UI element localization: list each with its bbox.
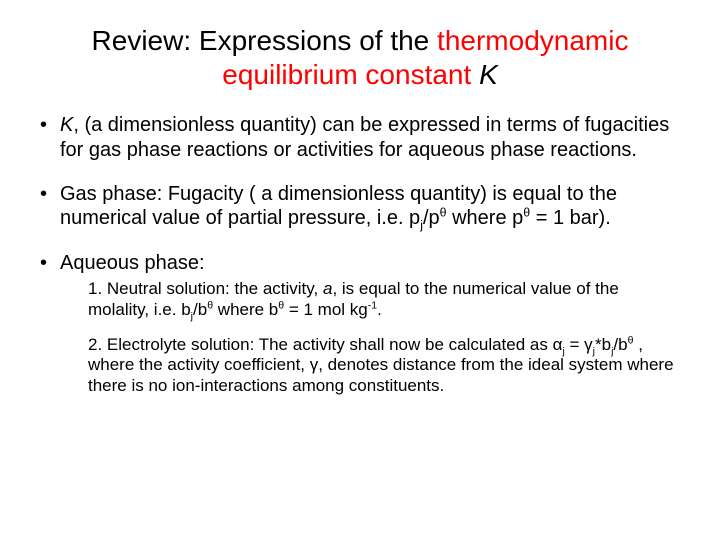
b1-text: , (a dimensionless quantity) can be expr… [60, 114, 669, 160]
title-prefix: Review: Expressions of the [92, 25, 438, 56]
n1-mid4: = 1 mol kg [284, 300, 368, 319]
bullet-3: Aqueous phase: 1. Neutral solution: the … [60, 251, 684, 397]
sub-item-1: 1. Neutral solution: the activity, a, is… [88, 279, 684, 320]
b2-tail: = 1 bar). [530, 207, 611, 229]
slide-title: Review: Expressions of the thermodynamic… [36, 24, 684, 91]
n2-mid1: = γ [565, 335, 593, 354]
b2-mid2: where p [447, 207, 524, 229]
bullet-list: K, (a dimensionless quantity) can be exp… [36, 113, 684, 397]
title-space [471, 59, 479, 90]
title-symbol-k: K [479, 59, 498, 90]
n1-mid2: /b [193, 300, 207, 319]
b1-symbol: K [60, 114, 73, 136]
b2-mid1: /p [423, 207, 440, 229]
n1-sup3: -1 [368, 299, 377, 311]
aqueous-sublist: 1. Neutral solution: the activity, a, is… [60, 279, 684, 397]
bullet-1: K, (a dimensionless quantity) can be exp… [60, 113, 684, 162]
bullet-2: Gas phase: Fugacity ( a dimensionless qu… [60, 182, 684, 231]
n1-tail: . [377, 300, 382, 319]
n2-mid2: *b [595, 335, 611, 354]
n2-mid3: /b [613, 335, 627, 354]
n1-lead: 1. Neutral solution: the activity, [88, 279, 323, 298]
b3-lead: Aqueous phase: [60, 252, 205, 274]
b2-sup1: θ [440, 206, 447, 220]
n2-lead: 2. Electrolyte solution: The activity sh… [88, 335, 562, 354]
sub-item-2: 2. Electrolyte solution: The activity sh… [88, 335, 684, 397]
n1-mid3: where b [213, 300, 278, 319]
